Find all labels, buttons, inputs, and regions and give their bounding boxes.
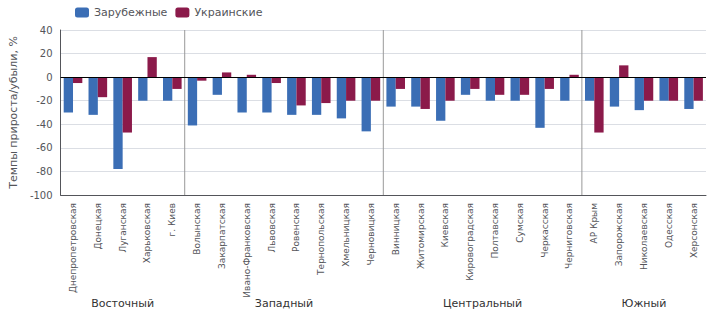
svg-text:Южный: Южный xyxy=(622,297,667,310)
svg-text:20: 20 xyxy=(40,48,53,59)
svg-text:Днепропетровская: Днепропетровская xyxy=(68,203,78,293)
svg-text:Закарпатская: Закарпатская xyxy=(217,203,227,269)
svg-text:0: 0 xyxy=(46,72,52,83)
svg-text:Донецкая: Донецкая xyxy=(93,203,103,249)
svg-text:Одесская: Одесская xyxy=(664,203,674,248)
svg-text:Луганская: Луганская xyxy=(118,203,128,253)
svg-text:Ровенская: Ровенская xyxy=(291,203,301,252)
svg-text:Житомирская: Житомирская xyxy=(416,203,426,269)
svg-text:Киевская: Киевская xyxy=(440,203,450,247)
svg-text:-60: -60 xyxy=(36,142,52,153)
svg-text:40: 40 xyxy=(40,25,53,36)
svg-text:Львовская: Львовская xyxy=(267,203,277,253)
svg-text:Украинские: Украинские xyxy=(194,6,262,19)
svg-text:Восточный: Восточный xyxy=(91,297,154,310)
svg-text:Тернопольская: Тернопольская xyxy=(316,203,326,276)
svg-text:Запорожская: Запорожская xyxy=(614,203,624,266)
svg-text:Черновицкая: Черновицкая xyxy=(366,203,376,265)
svg-text:Николаевская: Николаевская xyxy=(639,203,649,270)
svg-text:Сумская: Сумская xyxy=(515,203,525,243)
svg-text:Харьковская: Харьковская xyxy=(142,203,152,263)
svg-text:Центральный: Центральный xyxy=(443,297,522,310)
svg-text:Хмельницкая: Хмельницкая xyxy=(341,203,351,267)
svg-text:Полтавская: Полтавская xyxy=(490,203,500,258)
svg-text:Темпы прироста/убыли, %: Темпы прироста/убыли, % xyxy=(7,36,20,190)
svg-text:Зарубежные: Зарубежные xyxy=(94,6,168,19)
svg-text:Черниговская: Черниговская xyxy=(564,203,574,269)
svg-text:-100: -100 xyxy=(30,190,53,201)
svg-text:-80: -80 xyxy=(36,166,52,177)
svg-text:Винницкая: Винницкая xyxy=(391,203,401,255)
svg-text:Херсонская: Херсонская xyxy=(689,203,699,258)
svg-text:-20: -20 xyxy=(36,95,52,106)
svg-text:Черкасская: Черкасская xyxy=(540,203,550,258)
svg-text:-40: -40 xyxy=(36,119,52,130)
svg-text:г. Киев: г. Киев xyxy=(167,203,177,237)
svg-text:Западный: Западный xyxy=(255,297,313,310)
svg-text:Кировоградская: Кировоградская xyxy=(465,203,475,281)
svg-text:Ивано-Франковская: Ивано-Франковская xyxy=(242,203,252,298)
svg-text:Волынская: Волынская xyxy=(192,203,202,255)
svg-text:АР Крым: АР Крым xyxy=(589,203,599,243)
